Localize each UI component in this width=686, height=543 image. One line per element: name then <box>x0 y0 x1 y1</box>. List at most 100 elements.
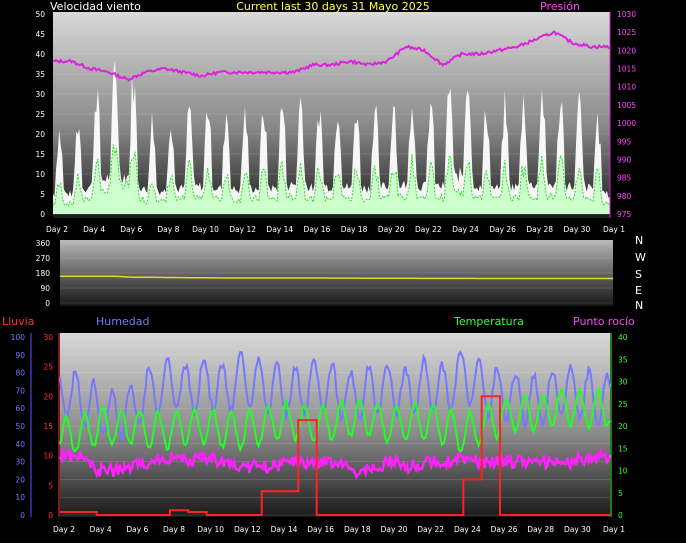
average-line <box>52 144 611 207</box>
bottom-series-group <box>58 350 612 516</box>
pressure-tick-1005: 1005 <box>617 101 636 110</box>
x-tick-bottom-3: Day 8 <box>163 525 185 534</box>
x-tick-top-10: Day 22 <box>415 225 442 234</box>
temp-tick-30: 30 <box>618 378 628 387</box>
compass-labels: N W S E N <box>635 234 646 312</box>
pressure-tick-1015: 1015 <box>617 65 636 74</box>
humidity-label: Humedad <box>96 315 149 328</box>
x-tick-top-0: Day 2 <box>46 225 68 234</box>
rain-tick-10: 10 <box>43 452 53 461</box>
temperature-label: Temperatura <box>453 315 524 328</box>
wind-direction-chart: 0 90 180 270 360 <box>36 239 613 308</box>
rain-label: Lluvia <box>2 315 34 328</box>
pressure-tick-995: 995 <box>617 137 632 146</box>
compass-s: S <box>635 268 642 281</box>
x-tick-bottom-0: Day 2 <box>53 525 75 534</box>
x-tick-top-8: Day 18 <box>341 225 368 234</box>
x-tick-bottom-12: Day 26 <box>491 525 518 534</box>
dewpoint-line <box>58 445 612 480</box>
gust-area <box>53 60 610 214</box>
rain-tick-25: 25 <box>43 363 53 372</box>
temp-tick-15: 15 <box>618 444 628 453</box>
pressure-tick-975: 975 <box>617 210 632 219</box>
x-tick-bottom-5: Day 12 <box>234 525 261 534</box>
temp-tick-10: 10 <box>618 467 628 476</box>
bottom-plot-area <box>60 333 610 517</box>
direction-axis: 0 90 180 270 360 <box>36 239 51 308</box>
wind-tick-35: 35 <box>35 70 45 79</box>
wind-chart-x-axis: Day 2 Day 4 Day 6 Day 8 Day 10 Day 12 Day 14 Da… <box>46 225 625 234</box>
humidity-temp-chart: 0 10 20 30 40 50 60 70 80 90 100 0 5 10 15 20 25 30 0 5 10… <box>11 333 628 520</box>
temp-tick-35: 35 <box>618 355 628 364</box>
compass-w: W <box>635 251 646 264</box>
humidity-tick-60: 60 <box>15 404 25 413</box>
pressure-tick-1010: 1010 <box>617 83 636 92</box>
x-tick-bottom-15: Day 1 <box>603 525 625 534</box>
humidity-axis: 0 10 20 30 40 50 60 70 80 90 100 <box>11 333 26 520</box>
humidity-tick-10: 10 <box>15 493 25 502</box>
x-tick-bottom-4: Day 10 <box>197 525 224 534</box>
x-tick-top-2: Day 6 <box>120 225 142 234</box>
rain-tick-20: 20 <box>43 392 53 401</box>
dewpoint-label: Punto rocío <box>573 315 635 328</box>
pressure-tick-985: 985 <box>617 174 632 183</box>
compass-n-top: N <box>635 234 643 247</box>
pressure-tick-1030: 1030 <box>617 10 636 19</box>
rain-tick-15: 15 <box>43 422 53 431</box>
wind-tick-30: 30 <box>35 90 45 99</box>
pressure-tick-980: 980 <box>617 192 632 201</box>
pressure-tick-1000: 1000 <box>617 119 636 128</box>
x-tick-top-12: Day 26 <box>489 225 516 234</box>
pressure-tick-1020: 1020 <box>617 46 636 55</box>
average-area <box>53 144 610 214</box>
x-tick-top-3: Day 8 <box>157 225 179 234</box>
dir-tick-0: 0 <box>45 299 50 308</box>
wind-direction-line <box>60 275 613 280</box>
humidity-tick-70: 70 <box>15 386 25 395</box>
wind-tick-45: 45 <box>35 30 45 39</box>
temp-tick-25: 25 <box>618 400 628 409</box>
x-tick-bottom-2: Day 6 <box>126 525 148 534</box>
temp-tick-5: 5 <box>618 489 623 498</box>
humidity-tick-0: 0 <box>20 511 25 520</box>
direction-gridlines <box>60 242 613 304</box>
rain-tick-0: 0 <box>48 511 53 520</box>
humidity-tick-90: 90 <box>15 351 25 360</box>
x-tick-top-1: Day 4 <box>83 225 105 234</box>
chart-title: Current last 30 days 31 Mayo 2025 <box>236 0 430 13</box>
temperature-line <box>59 386 611 453</box>
compass-n-bottom: N <box>635 299 643 312</box>
x-tick-bottom-14: Day 30 <box>564 525 591 534</box>
compass-e: E <box>635 284 642 297</box>
pressure-line <box>52 30 611 82</box>
temperature-axis: 0 5 10 15 20 25 30 35 40 <box>618 333 628 520</box>
x-tick-bottom-1: Day 4 <box>90 525 112 534</box>
x-tick-top-11: Day 24 <box>452 225 479 234</box>
pressure-tick-1025: 1025 <box>617 28 636 37</box>
x-tick-bottom-9: Day 20 <box>381 525 408 534</box>
x-tick-top-7: Day 16 <box>304 225 331 234</box>
temp-tick-0: 0 <box>618 511 623 520</box>
humidity-tick-100: 100 <box>11 333 26 342</box>
dir-tick-90: 90 <box>40 284 50 293</box>
humidity-tick-30: 30 <box>15 458 25 467</box>
wind-speed-label: Velocidad viento <box>50 0 141 13</box>
x-tick-top-9: Day 20 <box>378 225 405 234</box>
dir-tick-180: 180 <box>36 269 51 278</box>
bottom-chart-x-axis: Day 2 Day 4 Day 6 Day 8 Day 10 Day 12 Day 14 Da… <box>53 525 625 534</box>
humidity-tick-50: 50 <box>15 422 25 431</box>
dir-tick-270: 270 <box>36 254 51 263</box>
x-tick-bottom-13: Day 28 <box>527 525 554 534</box>
x-tick-bottom-8: Day 18 <box>344 525 371 534</box>
x-tick-bottom-6: Day 14 <box>271 525 298 534</box>
temp-tick-40: 40 <box>618 333 628 342</box>
temp-tick-20: 20 <box>618 422 628 431</box>
pressure-label: Presión <box>540 0 580 13</box>
x-tick-bottom-10: Day 22 <box>417 525 444 534</box>
x-tick-bottom-11: Day 24 <box>454 525 481 534</box>
pressure-axis: 975 980 985 990 995 1000 1005 1010 1015 1020 1025 1… <box>617 10 636 219</box>
x-tick-top-4: Day 10 <box>192 225 219 234</box>
wind-tick-10: 10 <box>35 170 45 179</box>
